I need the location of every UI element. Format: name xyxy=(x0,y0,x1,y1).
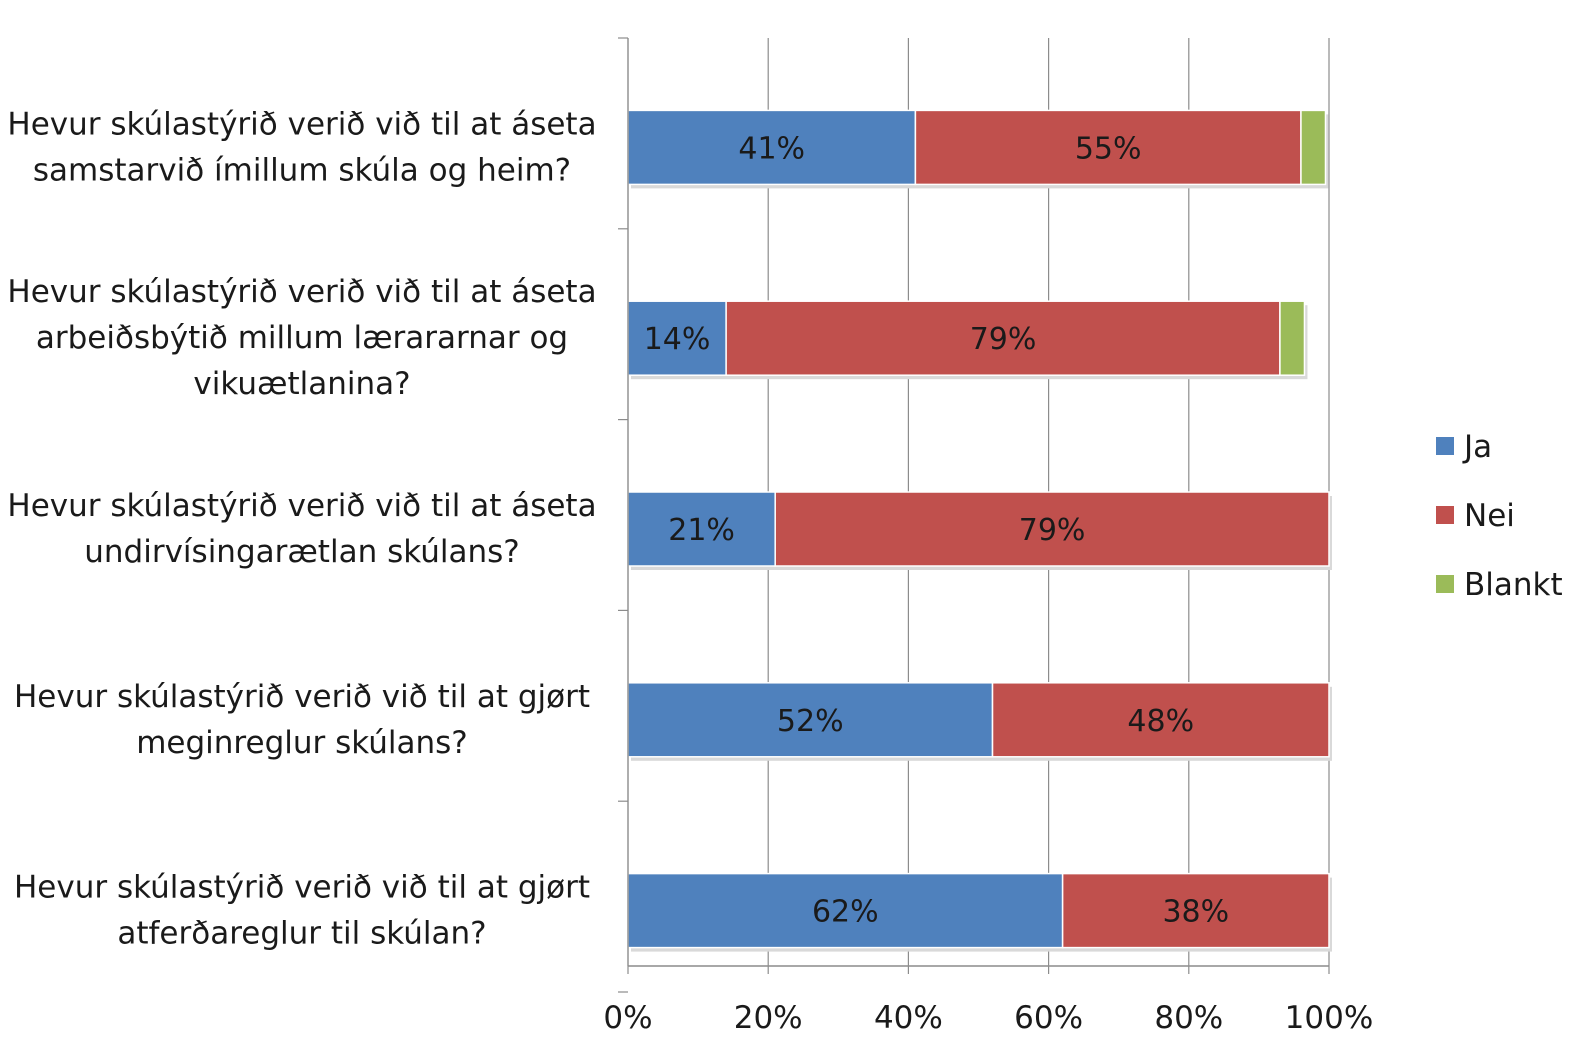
data-label: 79% xyxy=(1019,513,1086,548)
data-label: 55% xyxy=(1075,131,1142,166)
category-label: meginreglur skúlans? xyxy=(136,725,468,761)
data-label: 21% xyxy=(668,513,735,548)
bar-blankt xyxy=(1300,109,1327,186)
category-label: arbeiðsbýtið millum lærararnar og xyxy=(36,320,568,356)
legend-label: Blankt xyxy=(1464,567,1563,603)
x-tick-label: 40% xyxy=(874,1000,943,1036)
legend: Ja Nei Blankt xyxy=(1436,429,1563,603)
category-label: Hevur skúlastýrið verið við til at gjørt xyxy=(14,679,590,715)
category-label: undirvísingarætlan skúlans? xyxy=(84,534,519,570)
data-label: 52% xyxy=(777,704,844,739)
data-label: 14% xyxy=(644,322,711,357)
bar-nei xyxy=(774,491,1330,567)
bar-blankt xyxy=(1279,300,1306,376)
bar-ja xyxy=(627,872,1064,949)
data-label: 41% xyxy=(738,131,805,166)
x-tick-label: 0% xyxy=(603,1000,652,1036)
x-tick-label: 20% xyxy=(734,1000,803,1036)
legend-label: Ja xyxy=(1462,429,1492,465)
legend-label: Nei xyxy=(1464,498,1515,534)
data-label: 38% xyxy=(1162,895,1229,930)
legend-swatch-blankt xyxy=(1436,575,1454,593)
category-label: atferðareglur til skúlan? xyxy=(117,916,486,952)
category-label: Hevur skúlastýrið verið við til at áseta xyxy=(7,106,596,142)
legend-swatch-nei xyxy=(1436,506,1454,524)
x-tick-label: 80% xyxy=(1154,1000,1223,1036)
bar-nei xyxy=(725,300,1281,376)
data-label: 79% xyxy=(970,322,1037,357)
category-label: Hevur skúlastýrið verið við til at gjørt xyxy=(14,870,590,906)
bar-nei xyxy=(914,109,1302,186)
category-label: Hevur skúlastýrið verið við til at áseta xyxy=(7,488,596,524)
category-label: vikuætlanina? xyxy=(193,366,410,402)
category-label: samstarvið ímillum skúla og heim? xyxy=(33,152,571,188)
bar-nei xyxy=(991,682,1330,758)
bar-series: 41% 55% 14% 79% 21% 79% 52% 48% 62% 38% xyxy=(627,109,1332,952)
legend-swatch-ja xyxy=(1436,437,1454,455)
bar-ja xyxy=(627,682,994,758)
x-tick-label: 100% xyxy=(1285,1000,1374,1036)
x-axis: 0% 20% 40% 60% 80% 100% xyxy=(603,37,1374,1036)
bar-nei xyxy=(1061,872,1330,949)
x-tick-label: 60% xyxy=(1014,1000,1083,1036)
category-labels: Hevur skúlastýrið verið við til at áseta… xyxy=(7,106,596,951)
category-label: Hevur skúlastýrið verið við til at áseta xyxy=(7,274,596,310)
data-label: 62% xyxy=(812,895,879,930)
data-label: 48% xyxy=(1127,704,1194,739)
